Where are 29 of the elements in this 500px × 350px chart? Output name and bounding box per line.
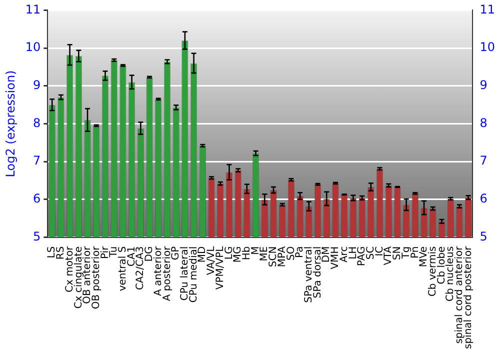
y-tick-label: 5 — [33, 229, 41, 244]
y2-tick-label: 10 — [480, 40, 496, 54]
x-tick-label: A posterior — [162, 245, 173, 302]
x-tick-label: spinal cord posterior — [462, 245, 474, 350]
y-tick-label: 7 — [33, 154, 41, 168]
x-tick-label: VPM/VPL — [214, 246, 226, 290]
y2-tick-label: 9 — [480, 78, 488, 92]
x-tick-label: RS — [56, 246, 67, 260]
y-tick-label: 11 — [25, 2, 41, 16]
x-tick-label: DG — [144, 246, 156, 262]
x-tick-label: MVe — [418, 246, 430, 268]
y2-tick-label: 7 — [480, 154, 488, 168]
x-tick-label: SC — [365, 246, 376, 260]
x-tick-label: Tg — [400, 246, 412, 260]
x-tick-label: GP — [170, 246, 182, 260]
y2-tick-label: 11 — [480, 2, 496, 16]
x-tick-label: OB posterior — [90, 245, 102, 310]
x-tick-label: Cb lobe — [436, 246, 448, 284]
y-axis-title: Log2 (expression) — [3, 70, 18, 178]
y2-tick-label: 8 — [480, 116, 488, 130]
y-tick-label: 8 — [33, 116, 41, 130]
y2-tick-label: 5 — [480, 229, 488, 244]
y2-tick-label: 6 — [480, 192, 488, 206]
y-tick-label: 10 — [25, 40, 41, 54]
x-tick-label: MPA — [276, 246, 288, 268]
y-tick-label: 9 — [33, 78, 41, 92]
x-tick-label: Arc — [338, 246, 350, 263]
y-tick-label: 6 — [33, 192, 41, 206]
x-tick-label: Pa — [294, 246, 306, 258]
